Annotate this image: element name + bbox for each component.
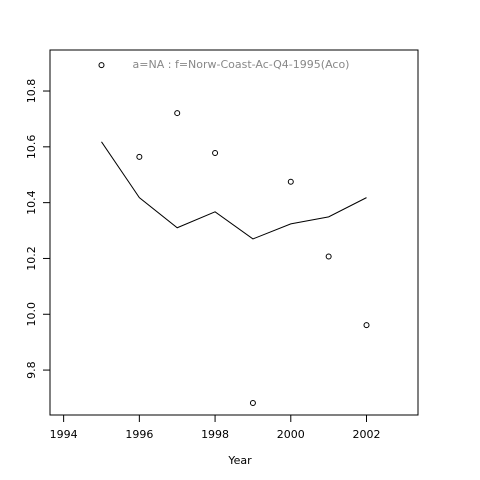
x-tick-label: 1994 [50, 428, 78, 441]
point [174, 110, 181, 117]
point [136, 153, 143, 160]
y-tick-label: 10.4 [25, 190, 38, 215]
y-tick-label: 9.8 [25, 361, 38, 379]
x-tick-label: 1996 [125, 428, 153, 441]
x-tick-label: 2002 [353, 428, 381, 441]
point [287, 178, 294, 185]
plot-frame [49, 49, 419, 416]
y-tick-label: 10.0 [25, 302, 38, 327]
x-tick-label: 1998 [201, 428, 229, 441]
y-tick-label: 10.8 [25, 79, 38, 104]
point [363, 322, 370, 329]
x-axis-label: Year [227, 454, 252, 467]
chart-title: a=NA : f=Norw-Coast-Ac-Q4-1995(Aco) [133, 58, 350, 71]
point [98, 62, 105, 69]
line [101, 141, 367, 240]
point [249, 400, 256, 407]
point [325, 253, 332, 260]
x-tick-label: 2000 [277, 428, 305, 441]
point [212, 149, 219, 156]
y-tick-label: 10.2 [25, 246, 38, 271]
y-tick-label: 10.6 [25, 135, 38, 160]
